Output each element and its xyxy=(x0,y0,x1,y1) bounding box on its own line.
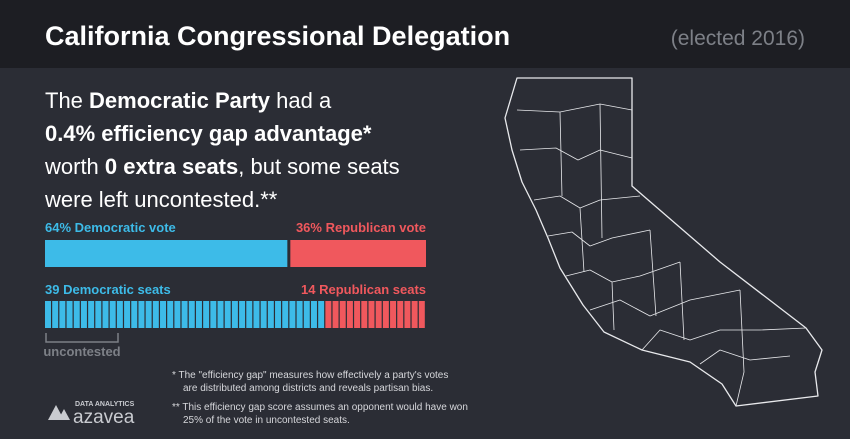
seat xyxy=(289,301,296,328)
logo: DATA ANALYTICS azavea xyxy=(48,401,135,428)
headline-run: Democratic Party xyxy=(89,88,271,113)
subtitle: (elected 2016) xyxy=(671,27,805,50)
seat xyxy=(195,301,202,328)
seat xyxy=(181,301,188,328)
seat xyxy=(339,301,346,328)
seat xyxy=(116,301,123,328)
seat xyxy=(95,301,102,328)
title: California Congressional Delegation xyxy=(45,21,510,51)
seat xyxy=(382,301,389,328)
seat xyxy=(282,301,289,328)
headline-line: The Democratic Party had a xyxy=(45,88,332,113)
uncontested-label: uncontested xyxy=(43,344,120,359)
seat xyxy=(210,301,217,328)
district-lines xyxy=(516,103,807,407)
headline-line: were left uncontested.** xyxy=(44,187,278,212)
seat xyxy=(160,301,167,328)
seat xyxy=(275,301,282,328)
seat xyxy=(217,301,224,328)
rep-vote-label: 36% Republican vote xyxy=(296,220,426,235)
california-map xyxy=(504,77,823,407)
seat xyxy=(88,301,95,328)
seat xyxy=(354,301,361,328)
seat xyxy=(267,301,274,328)
footnote-line: 25% of the vote in uncontested seats. xyxy=(183,415,350,426)
headline-run: 0.4% efficiency gap advantage* xyxy=(45,121,372,146)
rep-vote-bar xyxy=(290,240,426,267)
footnotes: * The "efficiency gap" measures how effe… xyxy=(172,370,468,426)
seat xyxy=(109,301,116,328)
seat xyxy=(52,301,59,328)
seat xyxy=(397,301,404,328)
rep-seats-label: 14 Republican seats xyxy=(301,282,426,297)
logo-icon xyxy=(48,405,70,420)
seat xyxy=(310,301,317,328)
seat xyxy=(231,301,238,328)
seat xyxy=(303,301,310,328)
header-band xyxy=(0,0,850,68)
seat xyxy=(296,301,303,328)
seat xyxy=(361,301,368,328)
seat xyxy=(66,301,73,328)
seat xyxy=(188,301,195,328)
rep-seats xyxy=(325,301,425,328)
footnote-line: are distributed among districts and reve… xyxy=(183,383,433,394)
seat xyxy=(102,301,109,328)
headline-run: had a xyxy=(270,88,332,113)
seat xyxy=(325,301,332,328)
headline-run: worth xyxy=(44,154,105,179)
dem-seats-label: 39 Democratic seats xyxy=(45,282,171,297)
seat xyxy=(368,301,375,328)
seat xyxy=(332,301,339,328)
dem-vote-label: 64% Democratic vote xyxy=(45,220,176,235)
dem-vote-bar xyxy=(45,240,288,267)
logo-name: azavea xyxy=(73,407,135,428)
seat xyxy=(411,301,418,328)
seat xyxy=(174,301,181,328)
seat xyxy=(124,301,131,328)
headline-run: , but some seats xyxy=(238,154,399,179)
seat xyxy=(152,301,159,328)
headline-line: 0.4% efficiency gap advantage* xyxy=(45,121,372,146)
seat xyxy=(145,301,152,328)
seat xyxy=(346,301,353,328)
seat xyxy=(138,301,145,328)
seat xyxy=(131,301,138,328)
headline-line: worth 0 extra seats, but some seats xyxy=(44,154,400,179)
dem-seats xyxy=(45,301,325,328)
seat xyxy=(59,301,66,328)
headline-run: The xyxy=(45,88,89,113)
seat xyxy=(375,301,382,328)
seat xyxy=(318,301,325,328)
seat xyxy=(167,301,174,328)
seat xyxy=(224,301,231,328)
footnote-line: * The "efficiency gap" measures how effe… xyxy=(172,370,448,381)
footnote-line: ** This efficiency gap score assumes an … xyxy=(172,402,468,413)
state-outline xyxy=(504,77,823,407)
headline: The Democratic Party had a 0.4% efficienc… xyxy=(44,88,400,212)
seat xyxy=(73,301,80,328)
seat xyxy=(260,301,267,328)
seat xyxy=(239,301,246,328)
headline-run: were left uncontested.** xyxy=(44,187,278,212)
seat xyxy=(390,301,397,328)
seat xyxy=(246,301,253,328)
seat xyxy=(253,301,260,328)
seat xyxy=(418,301,425,328)
bars: 64% Democratic vote 36% Republican vote 39… xyxy=(45,220,426,328)
seat xyxy=(404,301,411,328)
headline-run: 0 extra seats xyxy=(105,154,238,179)
seat xyxy=(203,301,210,328)
seat xyxy=(80,301,87,328)
logo-tagline: DATA ANALYTICS xyxy=(75,401,135,408)
seat xyxy=(45,301,51,328)
uncontested-bracket xyxy=(45,333,119,343)
